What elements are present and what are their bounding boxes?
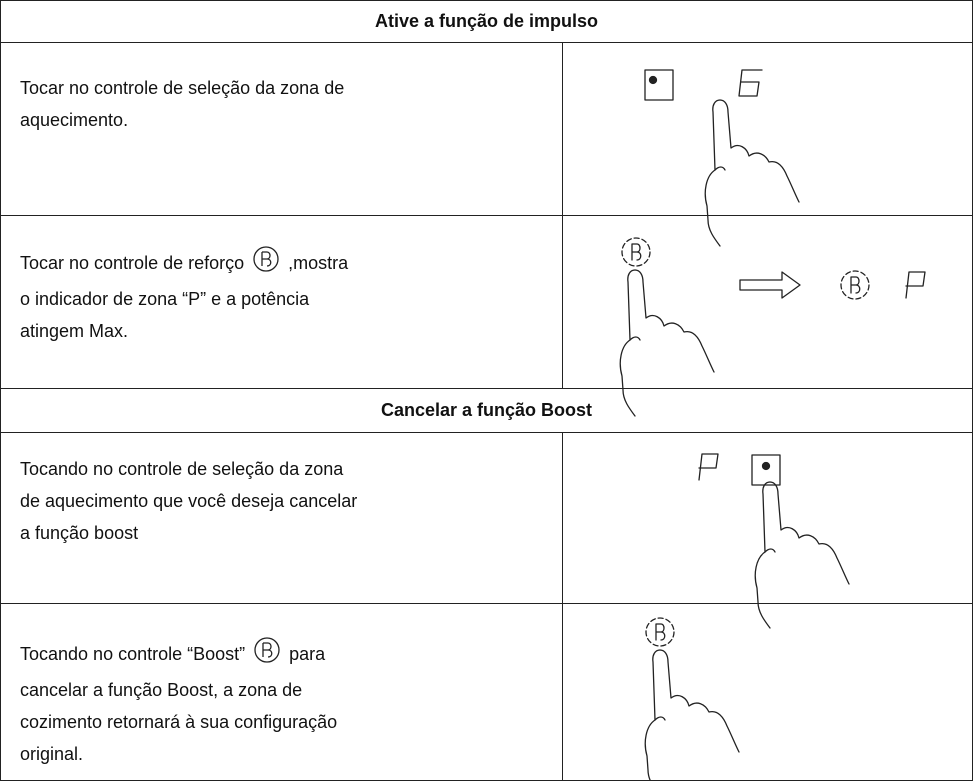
border (0, 0, 973, 1)
section-header: Ative a função de impulso (374, 11, 599, 31)
border (0, 388, 973, 389)
step-text: Tocar no controle de reforço ,mostra o ind… (20, 245, 560, 347)
text: aquecimento. (20, 110, 129, 130)
step-text: Tocar no controle de seleção da zona de a… (20, 72, 560, 136)
text-line: Tocando no controle de seleção da zona (20, 453, 560, 485)
border (562, 432, 563, 781)
text: ,mostra (288, 252, 349, 273)
text-line: Tocar no controle de seleção da zona de (20, 72, 560, 104)
border (562, 42, 563, 388)
step-text: Tocando no controle de seleção da zona de… (20, 453, 560, 549)
text: o indicador de zona “P” e a potência (20, 289, 310, 309)
text: a função boost (20, 523, 139, 543)
text-line: cozimento retornará à sua configuração (20, 706, 560, 738)
text-line: cancelar a função Boost, a zona de (20, 674, 560, 706)
text: cozimento retornará à sua configuração (20, 712, 338, 732)
text-line: Tocar no controle de reforço ,mostra (20, 245, 560, 283)
text-line: a função boost (20, 517, 560, 549)
text: Tocar no controle de reforço (20, 252, 245, 273)
border (0, 42, 973, 43)
text: Tocar no controle de seleção da zona de (20, 78, 345, 98)
border (0, 603, 973, 604)
section-header: Cancelar a função Boost (380, 400, 593, 420)
border (0, 432, 973, 433)
text-line: aquecimento. (20, 104, 560, 136)
text: Tocando no controle de seleção da zona (20, 459, 344, 479)
boost-icon (253, 636, 281, 674)
border (0, 0, 1, 781)
step-text: Tocando no controle “Boost” para cancelar … (20, 636, 560, 770)
text: Tocando no controle “Boost” (20, 643, 246, 664)
text: para (289, 643, 326, 664)
text: cancelar a função Boost, a zona de (20, 680, 303, 700)
text: de aquecimento que você deseja cancelar (20, 491, 358, 511)
text-line: atingem Max. (20, 315, 560, 347)
text-line: o indicador de zona “P” e a potência (20, 283, 560, 315)
boost-icon (252, 245, 280, 283)
border (0, 215, 973, 216)
text: atingem Max. (20, 321, 129, 341)
text-line: Tocando no controle “Boost” para (20, 636, 560, 674)
text-line: original. (20, 738, 560, 770)
text: original. (20, 744, 84, 764)
text-line: de aquecimento que você deseja cancelar (20, 485, 560, 517)
